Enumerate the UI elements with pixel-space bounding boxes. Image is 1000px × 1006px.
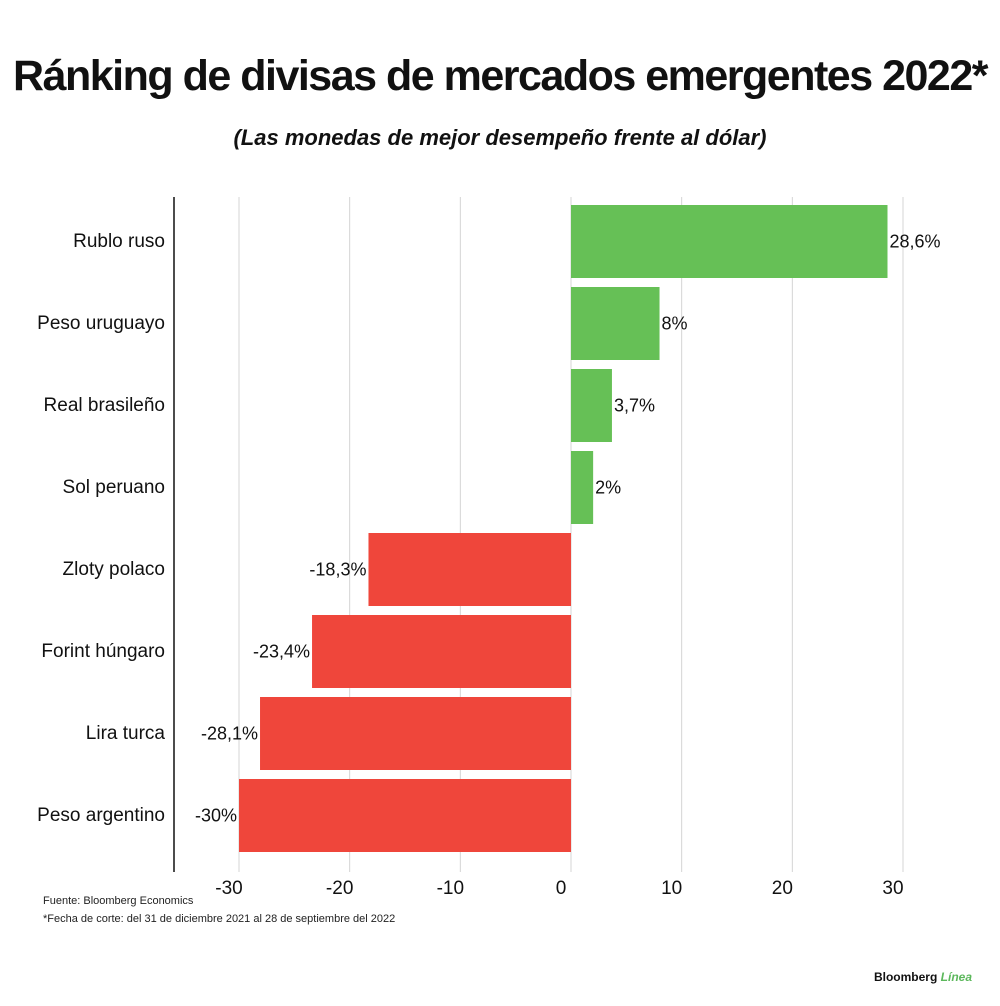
bar (571, 451, 594, 524)
bar (571, 369, 612, 442)
source-note: Fuente: Bloomberg Economics (43, 895, 194, 907)
value-label: -18,3% (309, 560, 366, 580)
category-label: Real brasileño (44, 395, 165, 416)
x-tick-label: 10 (661, 878, 682, 899)
bar (571, 205, 888, 278)
chart-title: Ránking de divisas de mercados emergente… (13, 52, 988, 100)
bars (239, 205, 888, 852)
bar (239, 779, 571, 852)
value-label: 3,7% (614, 396, 655, 416)
value-label: 28,6% (890, 232, 941, 252)
category-labels: Rublo ruso Peso uruguayo Real brasileño Sol… (37, 231, 165, 826)
x-tick-label: 20 (772, 878, 793, 899)
x-tick-label: 30 (882, 878, 903, 899)
x-tick-label: -20 (326, 878, 353, 899)
value-labels: 28,6% 8% 3,7% 2% -18,3% -23,4% -28,1% -30% (195, 232, 941, 826)
bar (312, 615, 571, 688)
category-label: Rublo ruso (73, 231, 165, 252)
logo-brand-text: Bloomberg (873, 970, 938, 984)
x-tick-label: -10 (437, 878, 464, 899)
value-label: -23,4% (253, 642, 310, 662)
tick-labels: -30 -20 -10 0 10 20 30 (215, 878, 903, 899)
x-tick-label: -30 (215, 878, 242, 899)
footnote: *Fecha de corte: del 31 de diciembre 202… (43, 913, 396, 925)
value-label: 2% (595, 478, 621, 498)
category-label: Zloty polaco (63, 559, 165, 580)
brand-logo: Bloomberg Línea (874, 970, 972, 984)
chart-subtitle: (Las monedas de mejor desempeño frente a… (233, 125, 767, 150)
category-label: Lira turca (86, 723, 166, 744)
bar (368, 533, 571, 606)
value-label: 8% (662, 314, 688, 334)
bar (260, 697, 571, 770)
value-label: -28,1% (201, 724, 258, 744)
logo-linea-text: Línea (940, 970, 972, 984)
x-tick-label: 0 (556, 878, 567, 899)
value-label: -30% (195, 806, 237, 826)
category-label: Peso uruguayo (37, 313, 165, 334)
category-label: Forint húngaro (41, 641, 165, 662)
category-label: Sol peruano (63, 477, 165, 498)
category-label: Peso argentino (37, 805, 165, 826)
bar (571, 287, 660, 360)
